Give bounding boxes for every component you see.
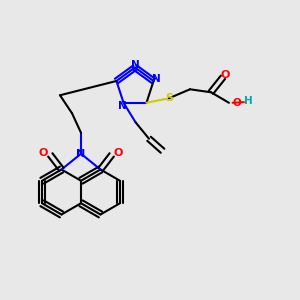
Text: N: N bbox=[118, 101, 126, 111]
Text: N: N bbox=[130, 60, 140, 70]
Text: O: O bbox=[233, 98, 242, 108]
Text: H: H bbox=[244, 96, 253, 106]
Text: N: N bbox=[76, 149, 85, 159]
Text: O: O bbox=[114, 148, 123, 158]
Text: N: N bbox=[152, 74, 161, 85]
Text: O: O bbox=[221, 70, 230, 80]
Text: S: S bbox=[165, 93, 173, 103]
Text: O: O bbox=[39, 148, 48, 158]
